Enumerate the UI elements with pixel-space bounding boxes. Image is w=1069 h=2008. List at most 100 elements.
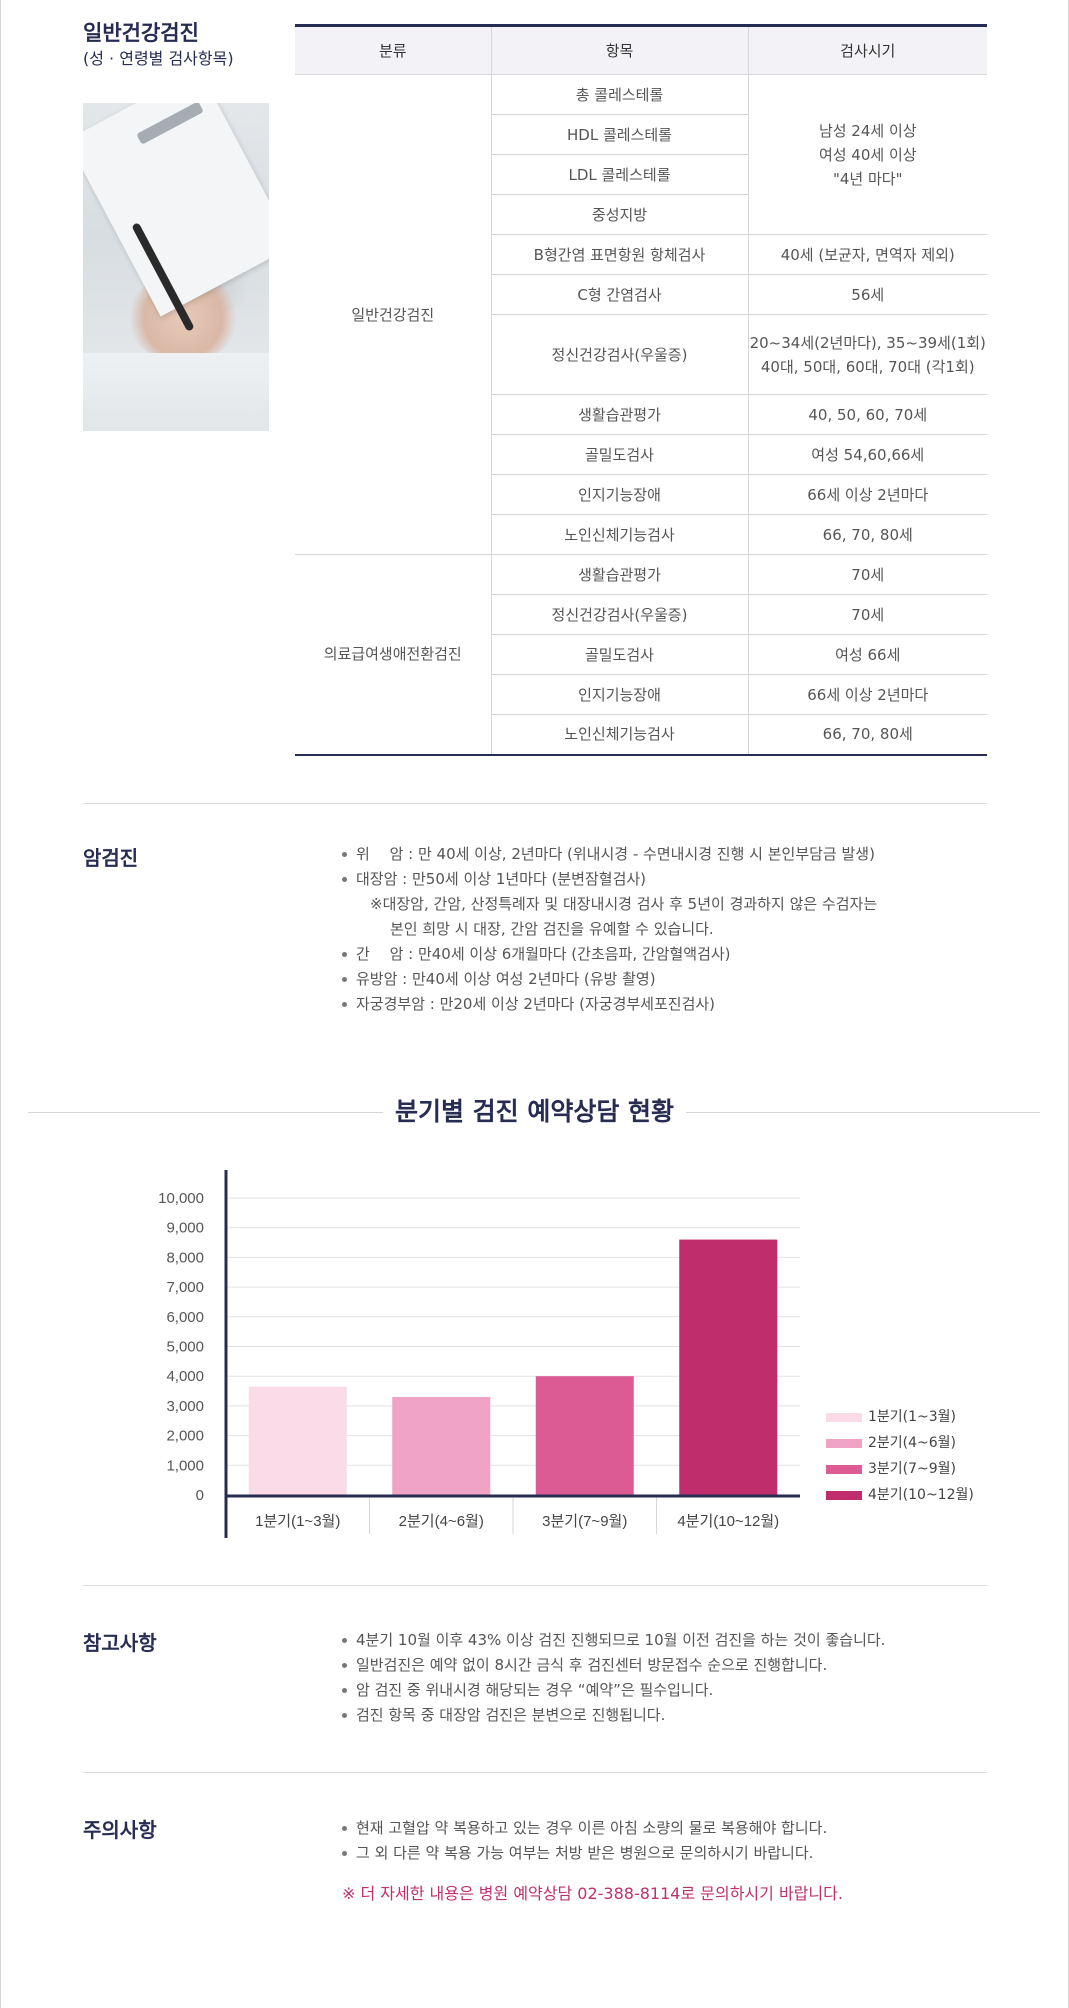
reference-list: 4분기 10월 이후 43% 이상 검진 진행되므로 10월 이전 검진을 하는… — [340, 1628, 885, 1728]
legend-swatch — [826, 1438, 862, 1448]
item-cell: B형간염 표면항원 항체검사 — [490, 234, 748, 275]
header-category: 분류 — [295, 24, 491, 75]
timing-cell: 70세 — [747, 554, 987, 595]
legend-item: 2분기(4~6월) — [826, 1430, 974, 1456]
list-item: 자궁경부암 : 만20세 이상 2년마다 (자궁경부세포진검사) — [340, 992, 877, 1017]
chart-title-wrap: 분기별 검진 예약상담 현황 — [0, 1090, 1069, 1134]
y-tick-label: 4,000 — [166, 1368, 204, 1385]
legend-label: 2분기(4~6월) — [868, 1435, 957, 1451]
list-item: 현재 고혈압 약 복용하고 있는 경우 이른 아침 소량의 물로 복용해야 합니… — [340, 1816, 827, 1841]
bar — [679, 1239, 778, 1495]
item-cell: 중성지방 — [490, 194, 748, 235]
list-item: 그 외 다른 약 복용 가능 여부는 처방 받은 병원으로 문의하시기 바랍니다… — [340, 1841, 827, 1866]
timing-cell: 남성 24세 이상 여성 40세 이상 "4년 마다" — [747, 74, 987, 235]
legend-swatch — [826, 1412, 862, 1422]
timing-cell: 66세 이상 2년마다 — [747, 674, 987, 715]
cancer-list: 위 암 : 만 40세 이상, 2년마다 (위내시경 - 수면내시경 진행 시 … — [340, 842, 877, 1017]
x-tick-label: 3분기(7~9월) — [542, 1513, 627, 1530]
item-cell: 정신건강검사(우울증) — [490, 594, 748, 635]
timing-cell: 66세 이상 2년마다 — [747, 474, 987, 515]
list-item: 4분기 10월 이후 43% 이상 검진 진행되므로 10월 이전 검진을 하는… — [340, 1628, 885, 1653]
list-item: 검진 항목 중 대장암 검진은 분변으로 진행됩니다. — [340, 1703, 885, 1728]
timing-cell: 여성 66세 — [747, 634, 987, 675]
list-note: ※대장암, 간암, 산정특례자 및 대장내시경 검사 후 5년이 경과하지 않은… — [370, 895, 878, 913]
chart-legend: 1분기(1~3월) 2분기(4~6월) 3분기(7~9월) 4분기(10~12월) — [826, 1404, 974, 1508]
list-note: 본인 희망 시 대장, 간암 검진을 유예할 수 있습니다. — [390, 920, 714, 938]
legend-swatch — [826, 1490, 862, 1500]
item-cell: HDL 콜레스테롤 — [490, 114, 748, 155]
timing-cell: 56세 — [747, 274, 987, 315]
y-axis-ticks: 0 1,000 2,000 3,000 4,000 5,000 6,000 7,000 8,00… — [158, 1190, 204, 1504]
item-cell: 노인신체기능검사 — [490, 714, 748, 756]
cancer-heading: 암검진 — [83, 846, 139, 870]
list-item: 유방암 : 만40세 이상 여성 2년마다 (유방 촬영) — [340, 967, 877, 992]
item-cell: 골밀도검사 — [490, 634, 748, 675]
legend-swatch — [826, 1464, 862, 1474]
y-tick-label: 3,000 — [166, 1398, 204, 1415]
item-cell: C형 간염검사 — [490, 274, 748, 315]
timing-cell: 20~34세(2년마다), 35~39세(1회) 40대, 50대, 60대, … — [747, 314, 987, 395]
divider — [83, 1772, 987, 1773]
y-tick-label: 8,000 — [166, 1249, 204, 1266]
legend-item: 3분기(7~9월) — [826, 1456, 974, 1482]
y-tick-label: 1,000 — [166, 1457, 204, 1474]
caution-list: 현재 고혈압 약 복용하고 있는 경우 이른 아침 소량의 물로 복용해야 합니… — [340, 1816, 827, 1866]
item-cell: LDL 콜레스테롤 — [490, 154, 748, 195]
timing-cell: 여성 54,60,66세 — [747, 434, 987, 475]
y-tick-label: 10,000 — [158, 1190, 204, 1207]
x-tick-label: 1분기(1~3월) — [255, 1513, 340, 1530]
bar — [248, 1386, 347, 1495]
item-cell: 정신건강검사(우울증) — [490, 314, 748, 395]
item-cell: 골밀도검사 — [490, 434, 748, 475]
list-item: 일반검진은 예약 없이 8시간 금식 후 검진센터 방문접수 순으로 진행합니다… — [340, 1653, 885, 1678]
list-item: 암 검진 중 위내시경 해당되는 경우 “예약”은 필수입니다. — [340, 1678, 885, 1703]
list-item: 대장암 : 만50세 이상 1년마다 (분변잠혈검사) — [340, 867, 877, 892]
y-tick-label: 0 — [196, 1487, 204, 1504]
chart-title: 분기별 검진 예약상담 현황 — [382, 1090, 687, 1134]
divider — [83, 803, 987, 804]
timing-cell: 66, 70, 80세 — [747, 714, 987, 756]
bar — [535, 1376, 634, 1495]
divider — [83, 1585, 987, 1586]
caution-heading: 주의사항 — [83, 1818, 157, 1842]
section-subtitle: (성 · 연령별 검사항목) — [83, 49, 234, 68]
item-cell: 생활습관평가 — [490, 394, 748, 435]
list-item: 간 암 : 만40세 이상 6개월마다 (간초음파, 간암혈액검사) — [340, 942, 877, 967]
y-tick-label: 6,000 — [166, 1309, 204, 1326]
exam-table: 분류 항목 검사시기 일반건강검진 총 콜레스테롤 남성 24세 이상 여성 4… — [295, 24, 987, 756]
timing-line: 여성 40세 이상 — [818, 145, 917, 164]
bar — [392, 1396, 491, 1495]
item-cell: 총 콜레스테롤 — [490, 74, 748, 115]
item-cell: 인지기능장애 — [490, 674, 748, 715]
y-tick-label: 2,000 — [166, 1428, 204, 1445]
timing-line: 남성 24세 이상 — [818, 121, 917, 140]
x-tick-label: 4분기(10~12월) — [677, 1513, 779, 1530]
item-cell: 생활습관평가 — [490, 554, 748, 595]
legend-label: 1분기(1~3월) — [868, 1409, 957, 1425]
contact-notice: ※ 더 자세한 내용은 병원 예약상담 02-388-8114로 문의하시기 바… — [342, 1884, 843, 1903]
x-axis-categories: 1분기(1~3월) 2분기(4~6월) 3분기(7~9월) 4분기(10~12월) — [255, 1497, 779, 1534]
timing-cell: 40, 50, 60, 70세 — [747, 394, 987, 435]
timing-line: 20~34세(2년마다), 35~39세(1회) — [749, 333, 986, 352]
legend-label: 3분기(7~9월) — [868, 1461, 957, 1477]
legend-item: 4분기(10~12월) — [826, 1482, 974, 1508]
category-cell: 의료급여생애전환검진 — [295, 554, 491, 756]
chart-axes — [224, 1170, 800, 1538]
legend-item: 1분기(1~3월) — [826, 1404, 974, 1430]
item-cell: 인지기능장애 — [490, 474, 748, 515]
y-tick-label: 5,000 — [166, 1339, 204, 1356]
bar-chart: 0 1,000 2,000 3,000 4,000 5,000 6,000 7,000 8,00… — [158, 1170, 800, 1538]
checkup-photo — [83, 103, 269, 431]
header-item: 항목 — [490, 24, 748, 75]
y-tick-label: 9,000 — [166, 1220, 204, 1237]
reference-heading: 참고사항 — [83, 1631, 157, 1655]
timing-line: 40대, 50대, 60대, 70대 (각1회) — [760, 357, 975, 376]
timing-cell: 66, 70, 80세 — [747, 514, 987, 555]
y-tick-label: 7,000 — [166, 1279, 204, 1296]
legend-label: 4분기(10~12월) — [868, 1487, 974, 1503]
header-timing: 검사시기 — [747, 24, 987, 75]
item-cell: 노인신체기능검사 — [490, 514, 748, 555]
list-item: 위 암 : 만 40세 이상, 2년마다 (위내시경 - 수면내시경 진행 시 … — [340, 842, 877, 867]
chart-bars — [248, 1239, 778, 1495]
timing-cell: 70세 — [747, 594, 987, 635]
